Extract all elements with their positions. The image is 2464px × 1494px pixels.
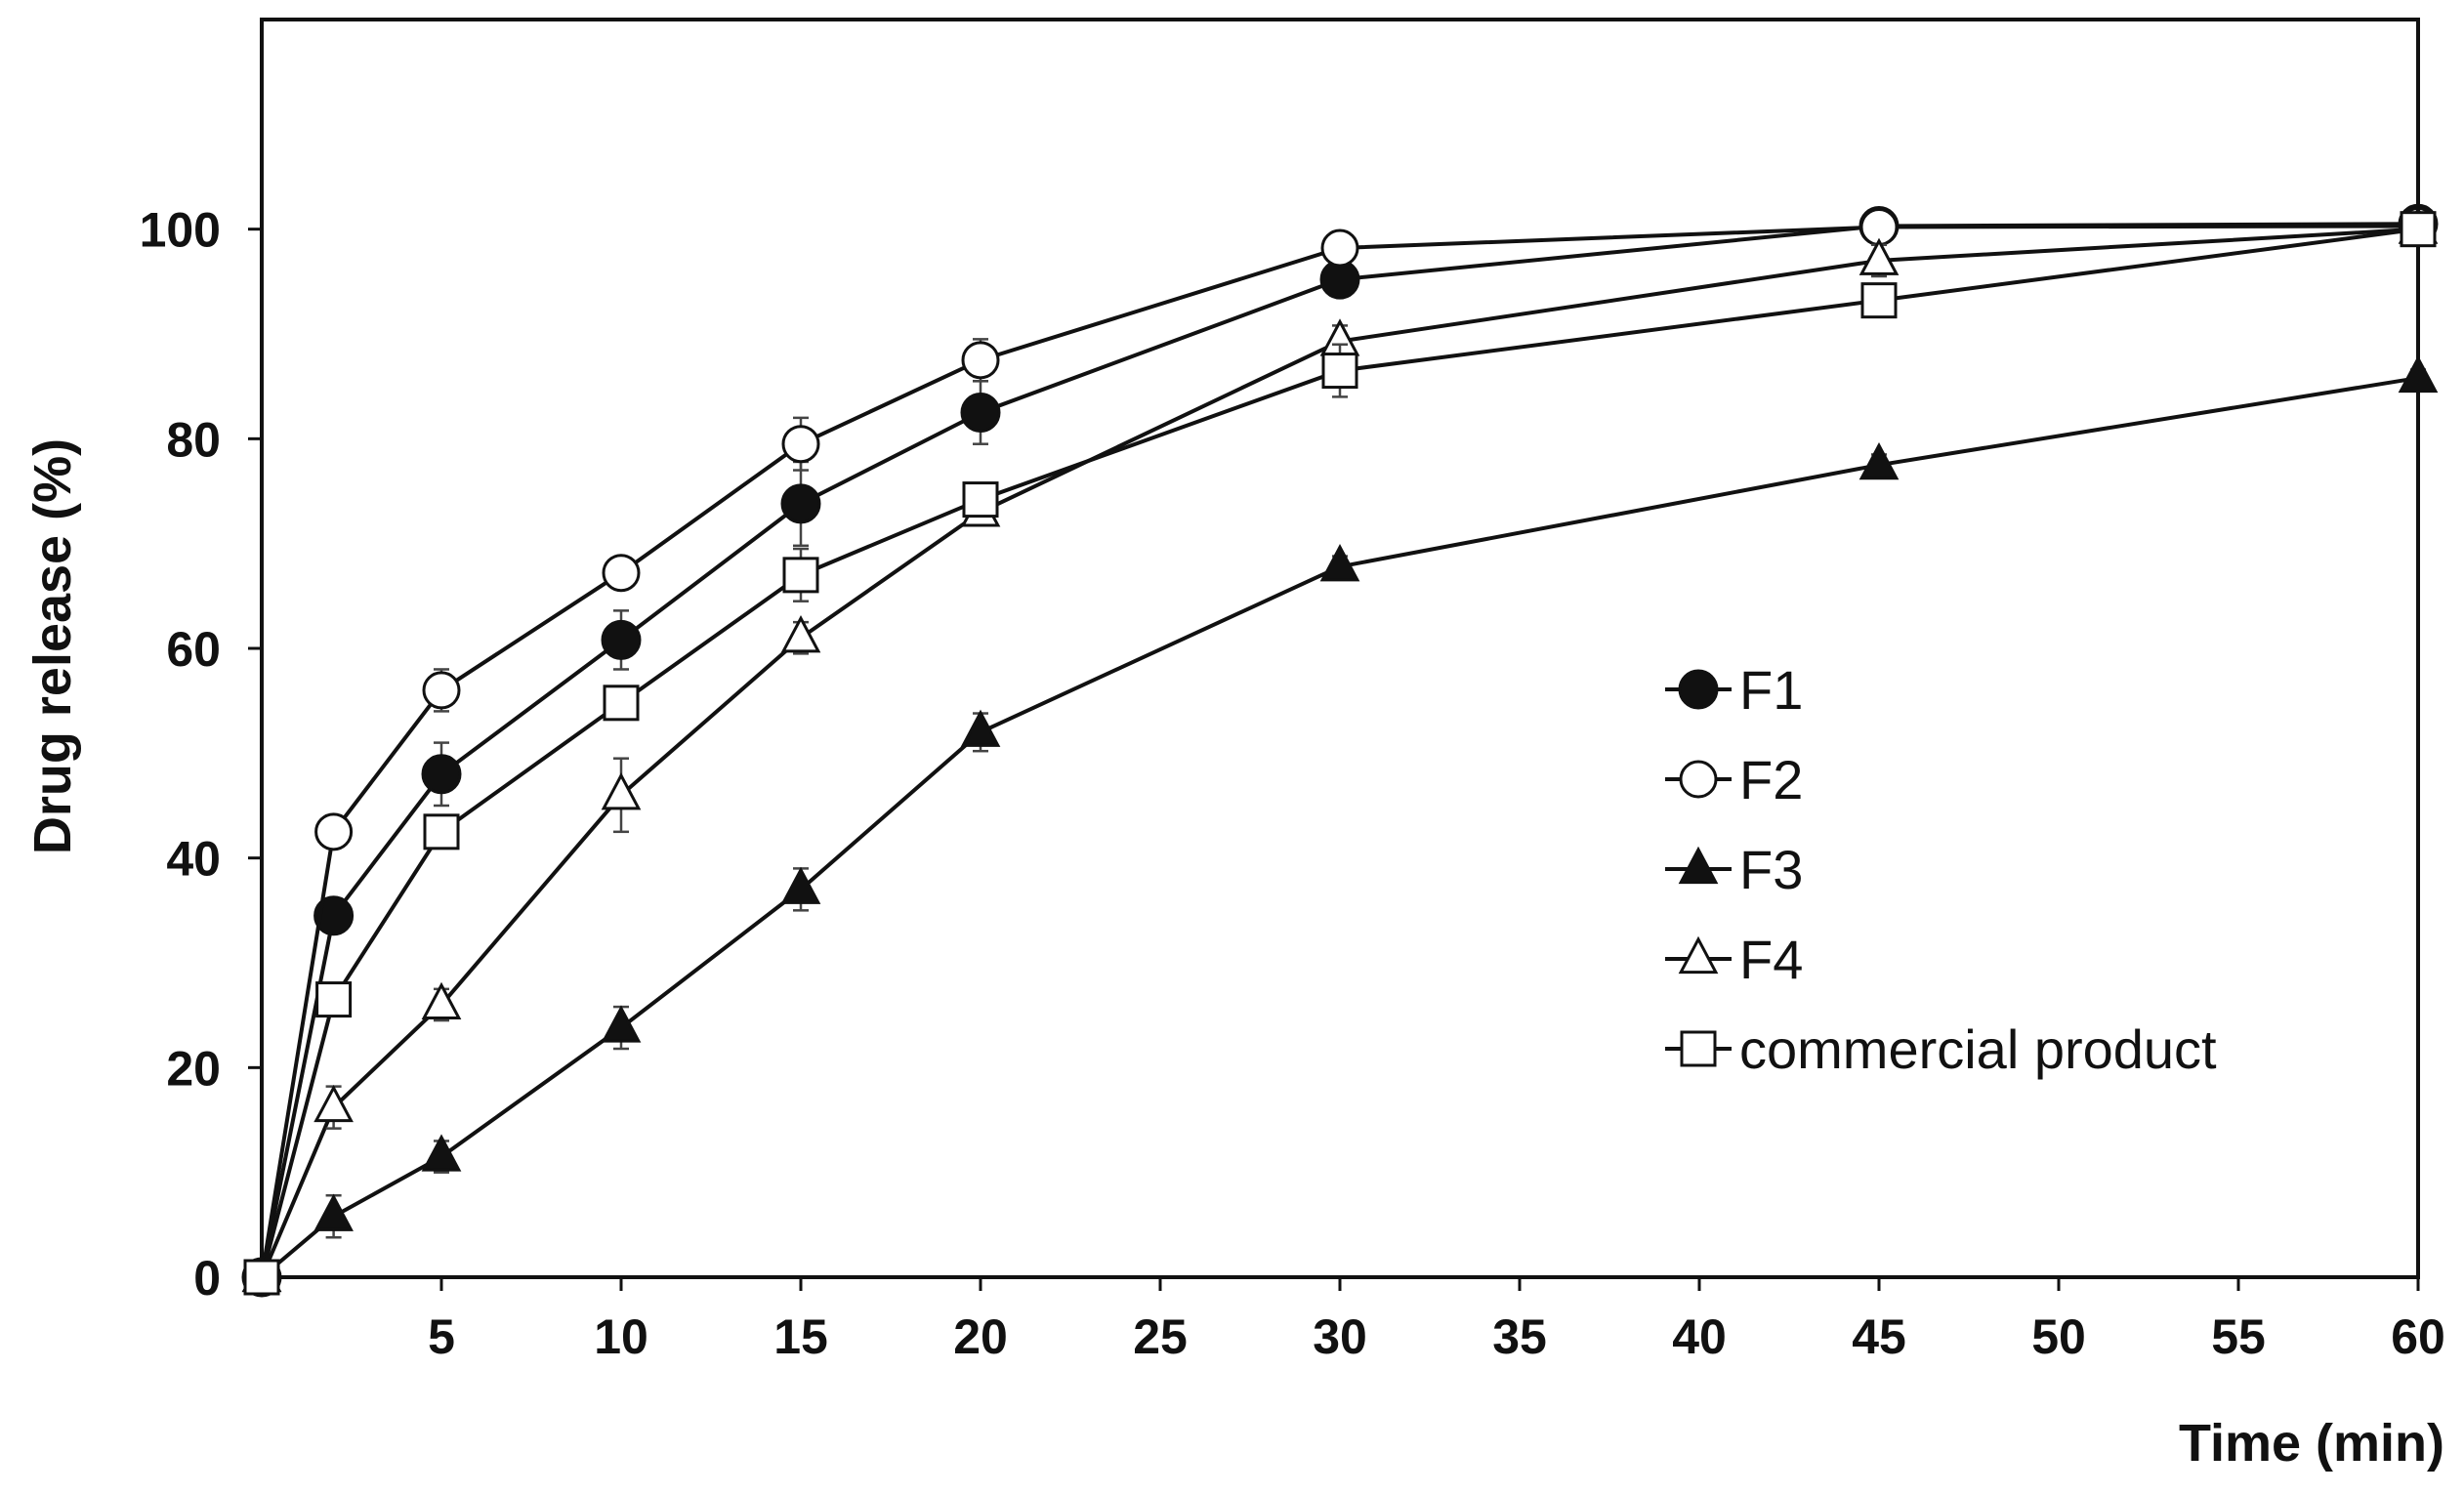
legend-marker xyxy=(1678,846,1719,885)
data-point xyxy=(601,1005,642,1043)
data-point xyxy=(960,393,1001,433)
x-tick-label: 15 xyxy=(773,1309,828,1364)
data-point xyxy=(603,685,640,722)
data-point xyxy=(601,619,642,660)
y-tick-label: 60 xyxy=(166,622,221,677)
legend-item: F4 xyxy=(1665,929,1803,990)
data-point xyxy=(961,341,1000,380)
plot-frame xyxy=(260,18,2420,1279)
series-commercial-product xyxy=(243,211,2437,1296)
data-point xyxy=(243,1259,280,1296)
data-point xyxy=(422,671,461,710)
data-point xyxy=(423,813,460,851)
data-point xyxy=(960,709,1001,747)
data-point xyxy=(421,981,462,1019)
data-point xyxy=(780,483,821,524)
x-tick-label: 25 xyxy=(1133,1309,1188,1364)
series-layer xyxy=(241,203,2439,1298)
data-point xyxy=(313,1084,354,1123)
y-tick-label: 40 xyxy=(166,832,221,887)
data-point xyxy=(315,981,353,1018)
legend-marker xyxy=(1679,760,1718,799)
legend-label: F3 xyxy=(1739,839,1803,900)
data-point xyxy=(313,895,355,936)
y-tick-label: 20 xyxy=(166,1041,221,1096)
legend-marker xyxy=(1678,669,1719,710)
data-point xyxy=(421,754,462,795)
data-point xyxy=(313,1193,354,1231)
y-tick-label: 80 xyxy=(166,412,221,467)
legend-item: F2 xyxy=(1665,749,1803,810)
x-tick-label: 40 xyxy=(1672,1309,1727,1364)
x-tick-label: 20 xyxy=(953,1309,1008,1364)
data-point xyxy=(962,481,999,519)
series-f3 xyxy=(241,354,2439,1293)
legend-marker xyxy=(1678,935,1719,975)
legend: F1 F2 F3 F4 commercial product xyxy=(1665,659,2217,1080)
x-tick-label: 50 xyxy=(2031,1309,2086,1364)
x-tick-label: 10 xyxy=(594,1309,648,1364)
data-point xyxy=(602,554,641,593)
x-tick-label: 45 xyxy=(1852,1309,1906,1364)
legend-item: commercial product xyxy=(1665,1018,2217,1080)
data-point xyxy=(2400,211,2437,248)
data-point xyxy=(1858,237,1900,275)
y-axis-title: Drug release (%) xyxy=(23,438,82,854)
x-tick-label: 60 xyxy=(2391,1309,2445,1364)
y-tick-label: 0 xyxy=(193,1251,221,1306)
x-axis-title: Time (min) xyxy=(2179,1414,2444,1473)
data-point xyxy=(1858,441,1900,480)
data-point xyxy=(1860,282,1898,319)
legend-label: F2 xyxy=(1739,749,1803,810)
legend-label: F4 xyxy=(1739,929,1803,990)
data-point xyxy=(1319,544,1360,582)
legend-label: F1 xyxy=(1739,659,1803,721)
data-point xyxy=(781,425,820,464)
legend-marker xyxy=(1680,1030,1717,1067)
x-tick-label: 55 xyxy=(2211,1309,2266,1364)
data-point xyxy=(2398,354,2439,394)
legend-label: commercial product xyxy=(1739,1018,2217,1080)
legend-item: F1 xyxy=(1665,659,1803,721)
y-tick-label: 100 xyxy=(140,203,221,258)
x-tick-label: 30 xyxy=(1313,1309,1367,1364)
data-point xyxy=(314,812,354,851)
data-point xyxy=(421,1134,462,1172)
data-point xyxy=(1321,353,1358,390)
data-point xyxy=(782,557,819,594)
data-point xyxy=(780,615,821,653)
x-tick-label: 35 xyxy=(1492,1309,1547,1364)
x-tick-label: 5 xyxy=(428,1309,455,1364)
series-line xyxy=(260,376,2419,1279)
axes-layer xyxy=(260,18,2420,1279)
data-point xyxy=(1320,228,1359,268)
data-point xyxy=(780,866,821,904)
ticks-layer: 5 10 15 20 25 30 35 40 45 50 55 60 0 20 40 60 80 100 xyxy=(140,203,2445,1364)
data-point xyxy=(601,772,642,810)
legend-item: F3 xyxy=(1665,839,1803,900)
